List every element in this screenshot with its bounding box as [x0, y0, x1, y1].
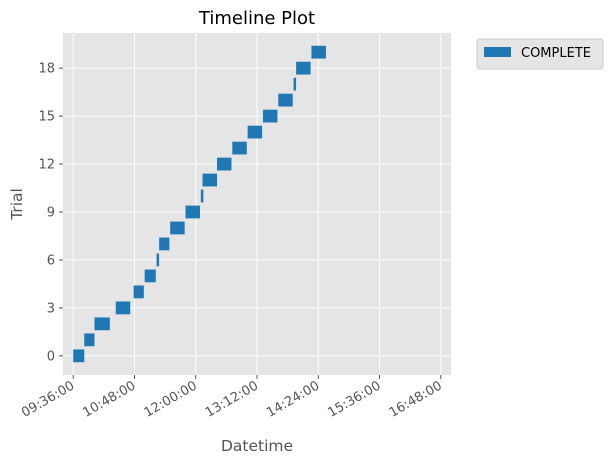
y-tick-label: 15 — [38, 110, 55, 125]
x-tick-label: 16:48:00 — [387, 378, 445, 420]
legend-frame — [476, 38, 604, 70]
trial-bar-14 — [247, 125, 263, 139]
trial-bar-7 — [159, 237, 170, 251]
trial-bar-3 — [115, 301, 131, 315]
trial-bar-16 — [278, 93, 293, 107]
trial-bar-15 — [262, 109, 278, 123]
trial-bar-2 — [94, 317, 110, 331]
x-tick-label: 13:12:00 — [203, 378, 261, 420]
trial-bar-12 — [217, 157, 232, 171]
trial-bar-17 — [293, 77, 297, 91]
trial-bar-6 — [156, 253, 160, 267]
chart-title: Timeline Plot — [198, 8, 315, 29]
x-tick-label: 10:48:00 — [80, 378, 138, 420]
trial-bar-19 — [311, 45, 326, 59]
legend: COMPLETE — [476, 38, 604, 70]
trial-bar-5 — [144, 269, 156, 283]
legend-label-complete: COMPLETE — [521, 46, 591, 61]
y-tick-label: 0 — [47, 349, 55, 364]
trial-bar-4 — [133, 285, 144, 299]
timeline-bars — [73, 45, 326, 363]
x-tick-label: 14:24:00 — [264, 378, 322, 420]
y-axis-label: Trial — [8, 188, 26, 221]
trial-bar-18 — [296, 61, 311, 75]
trial-bar-10 — [200, 189, 204, 203]
y-tick-label: 18 — [38, 62, 55, 77]
y-tick-label: 3 — [47, 301, 55, 316]
y-tick-label: 12 — [38, 158, 55, 173]
trial-bar-8 — [170, 221, 185, 235]
x-gridlines — [72, 33, 442, 375]
x-tick-label: 09:36:00 — [19, 378, 77, 420]
trial-bar-1 — [84, 333, 95, 347]
trial-bar-11 — [202, 173, 218, 187]
legend-swatch-complete — [484, 47, 511, 57]
x-axis-ticks: 09:36:00 10:48:00 12:00:00 13:12:00 14:24:00… — [19, 375, 445, 421]
y-axis-ticks: 0 3 6 9 12 15 18 — [38, 62, 63, 364]
trial-bar-13 — [232, 141, 247, 155]
trial-bar-0 — [73, 349, 85, 363]
x-axis-label: Datetime — [221, 437, 293, 455]
y-tick-label: 6 — [47, 253, 55, 268]
x-tick-label: 15:36:00 — [325, 378, 383, 420]
trial-bar-9 — [185, 205, 200, 219]
x-tick-label: 12:00:00 — [142, 378, 200, 420]
y-tick-label: 9 — [47, 205, 55, 220]
